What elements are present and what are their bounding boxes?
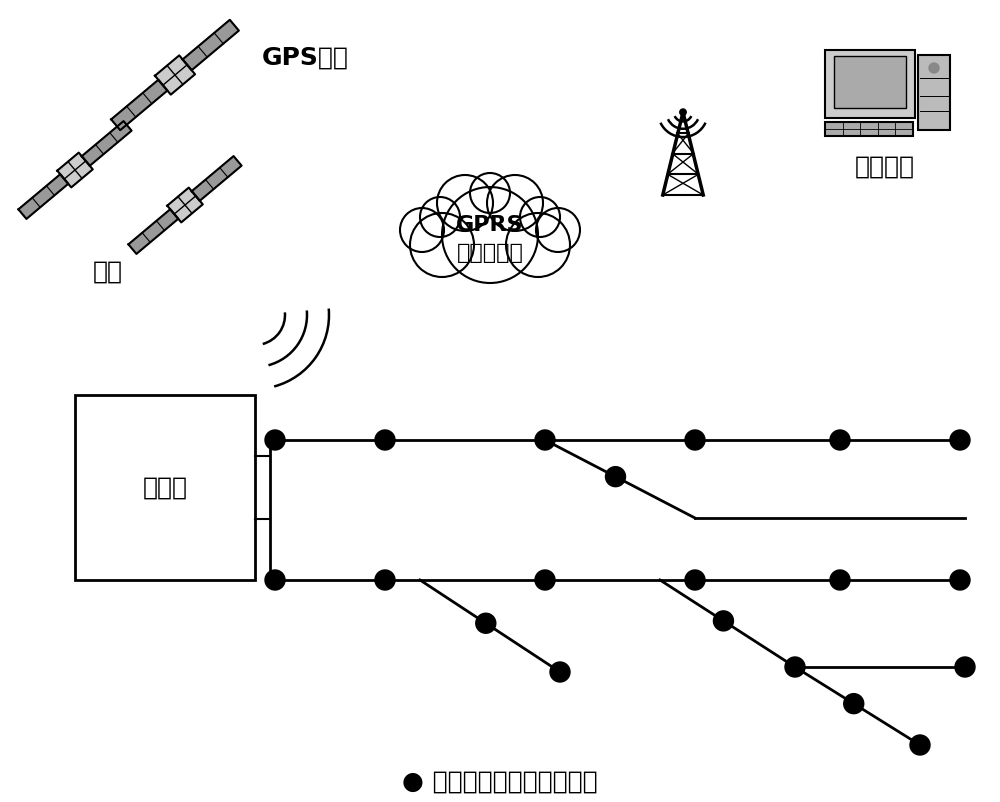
Circle shape [929, 63, 939, 73]
Text: ● 装有故障定位装置的节点: ● 装有故障定位装置的节点 [402, 770, 598, 794]
Text: 授时: 授时 [93, 260, 123, 284]
Circle shape [535, 570, 555, 590]
Text: 移动通信网: 移动通信网 [457, 243, 523, 263]
Text: 变电站: 变电站 [143, 476, 188, 500]
Circle shape [265, 570, 285, 590]
Circle shape [844, 694, 864, 714]
Circle shape [400, 208, 444, 252]
Circle shape [375, 570, 395, 590]
Circle shape [536, 208, 580, 252]
Polygon shape [18, 174, 68, 219]
Circle shape [476, 614, 496, 634]
Circle shape [265, 430, 285, 450]
Circle shape [550, 662, 570, 682]
Circle shape [830, 570, 850, 590]
Polygon shape [82, 121, 132, 166]
Polygon shape [128, 209, 178, 254]
FancyBboxPatch shape [918, 55, 950, 130]
Polygon shape [192, 156, 242, 200]
Text: GPS卫星: GPS卫星 [262, 46, 349, 70]
Circle shape [685, 430, 705, 450]
Circle shape [442, 187, 538, 283]
Polygon shape [167, 188, 203, 222]
FancyBboxPatch shape [834, 56, 906, 108]
Polygon shape [111, 79, 167, 130]
FancyBboxPatch shape [75, 395, 255, 580]
Circle shape [950, 430, 970, 450]
Circle shape [470, 173, 510, 213]
FancyBboxPatch shape [825, 50, 915, 118]
Text: 监控主站: 监控主站 [855, 155, 915, 179]
Circle shape [955, 657, 975, 677]
Polygon shape [57, 152, 93, 188]
Circle shape [713, 611, 733, 631]
Circle shape [520, 197, 560, 237]
Circle shape [535, 430, 555, 450]
Circle shape [685, 570, 705, 590]
Polygon shape [155, 55, 195, 95]
Circle shape [680, 109, 686, 115]
Circle shape [910, 735, 930, 755]
FancyBboxPatch shape [825, 122, 913, 136]
Circle shape [830, 430, 850, 450]
Circle shape [437, 175, 493, 231]
Circle shape [785, 657, 805, 677]
Circle shape [420, 197, 460, 237]
Circle shape [375, 430, 395, 450]
Circle shape [950, 570, 970, 590]
Polygon shape [183, 20, 239, 71]
Text: GPRS: GPRS [456, 215, 524, 235]
Circle shape [506, 213, 570, 277]
Circle shape [606, 467, 626, 487]
Circle shape [410, 213, 474, 277]
Circle shape [487, 175, 543, 231]
